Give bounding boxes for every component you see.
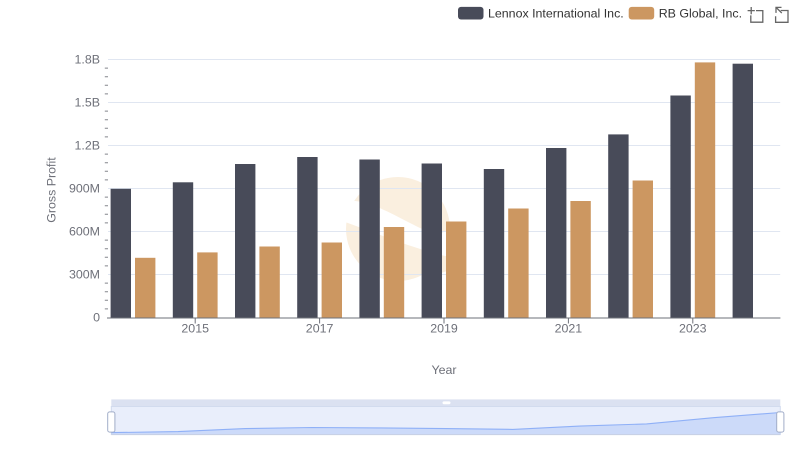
svg-text:1.5B: 1.5B xyxy=(75,96,101,110)
svg-text:Year: Year xyxy=(431,363,456,377)
svg-text:2015: 2015 xyxy=(181,322,209,336)
svg-text:900M: 900M xyxy=(69,182,100,196)
svg-text:2019: 2019 xyxy=(430,322,458,336)
svg-text:2017: 2017 xyxy=(306,322,334,336)
svg-text:2023: 2023 xyxy=(679,322,707,336)
svg-text:Lennox International Inc.: Lennox International Inc. xyxy=(488,7,624,21)
svg-text:1.8B: 1.8B xyxy=(75,53,101,67)
svg-text:0: 0 xyxy=(93,311,100,325)
svg-text:1.2B: 1.2B xyxy=(75,139,101,153)
svg-text:600M: 600M xyxy=(69,225,100,239)
svg-text:RB Global, Inc.: RB Global, Inc. xyxy=(659,7,742,21)
svg-text:300M: 300M xyxy=(69,268,100,282)
svg-text:Gross Profit: Gross Profit xyxy=(45,157,59,223)
svg-text:2021: 2021 xyxy=(555,322,583,336)
